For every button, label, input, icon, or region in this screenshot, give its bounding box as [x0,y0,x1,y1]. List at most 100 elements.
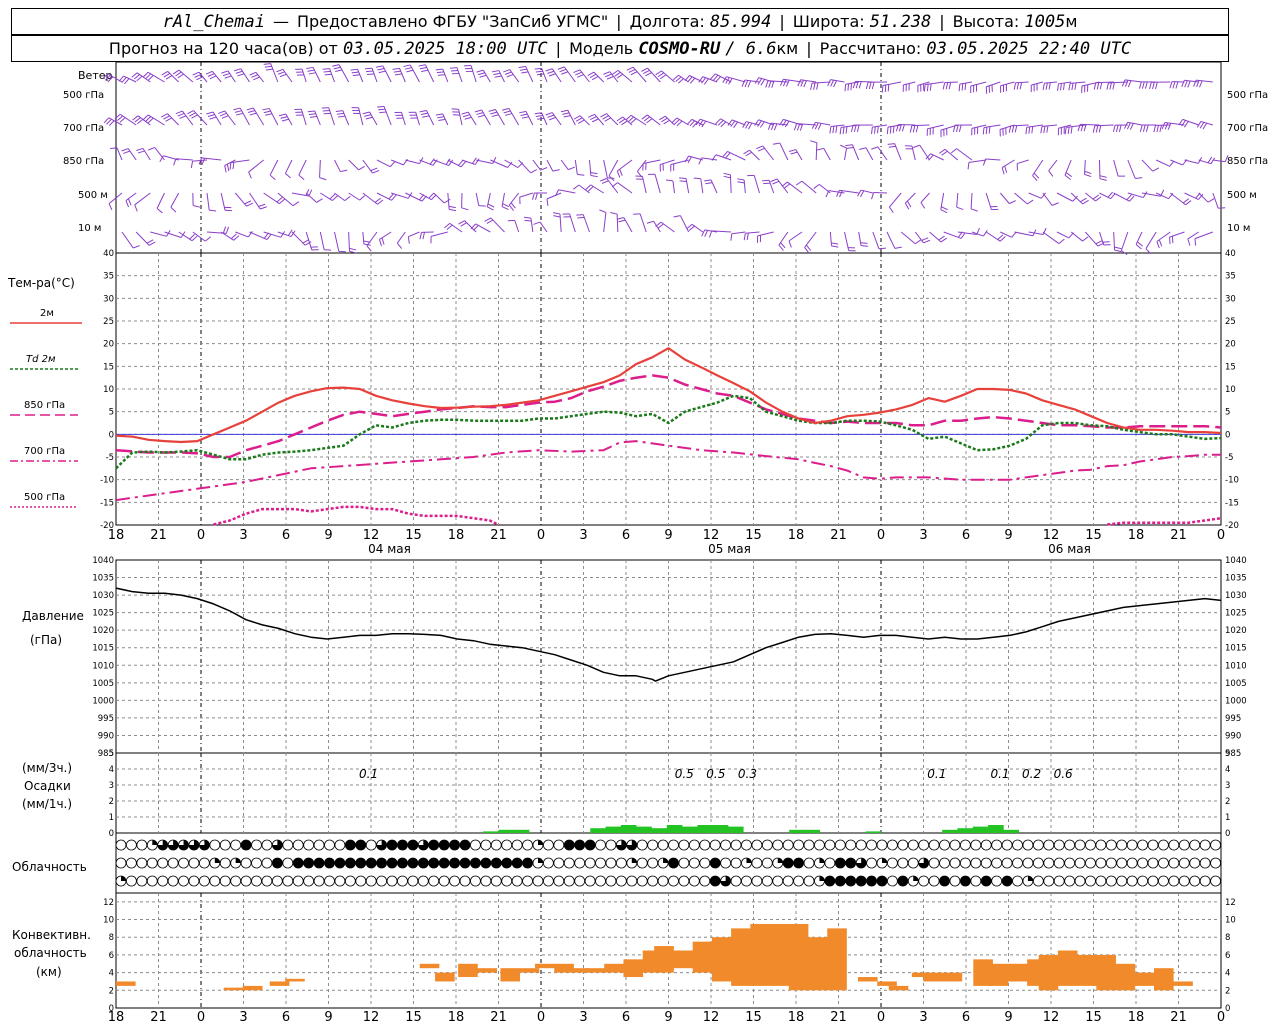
cloud-title: Облачность [12,860,87,874]
wind-barb-flag [106,118,112,125]
wind-barb-flag [655,221,662,227]
cloud-cover-fill [178,840,189,850]
wind-barb [700,178,704,194]
wind-barb-flag [133,245,140,249]
wind-barb [150,231,167,237]
x-tick-label-bottom: 12 [1043,1010,1060,1024]
cloud-cover-circle [397,857,408,869]
wind-barb [135,231,150,246]
wind-barb-flag [276,197,283,203]
wind-barb [753,175,760,194]
wind-barb-flag [1152,82,1155,90]
precip-bar [988,825,1004,833]
wind-barb-flag [491,114,499,118]
wind-barb-flag [817,123,822,130]
wind-barb-flag [940,209,948,214]
x-tick-label-bottom: 0 [877,1010,885,1024]
x-tick-label-temp: 18 [108,528,125,543]
wind-barb [925,81,944,86]
precip-amount-label: 0.5 [675,767,694,781]
wind-barb-flag [540,167,548,171]
wind-barb [334,192,346,202]
wind-barb [930,153,944,161]
wind-barb-flag [568,166,576,171]
wind-barb-flag [1135,177,1143,179]
cloud-cover-circle [292,875,304,887]
cloud-cover-circle [449,839,460,851]
wind-barb-flag [226,164,230,172]
cloud-cover-circle [219,839,231,851]
cloud-cover-circle [615,875,627,887]
wind-barb [1198,192,1209,203]
cloud-cover-circle [522,857,533,869]
cloud-cover-circle [1137,839,1149,851]
wind-barb [320,192,333,201]
wind-barb-flag [246,202,254,207]
cloud-cover-circle [386,839,398,851]
cloud-cover-circle [1043,839,1055,851]
cloud-cover-fill [746,858,752,863]
wind-barb [616,214,619,233]
wind-barb [405,159,420,165]
wind-barb-flag [827,79,832,87]
wind-barb-flag [901,124,905,132]
wind-barb [679,215,690,233]
wind-barb-flag [393,70,401,73]
wind-barb-flag [600,113,607,118]
wind-barb [235,231,249,238]
cloud-cover-circle [761,839,773,851]
wind-barb-flag [844,84,847,92]
cloud-cover-circle [824,839,836,851]
cloud-cover-circle [428,875,440,887]
wind-barb [220,231,235,241]
wind-barb-flag [915,125,919,133]
wind-barb [334,231,340,252]
wind-barb-flag [518,65,526,69]
wind-barb [541,112,548,126]
wind-barb-flag [839,190,843,198]
cloud-cover-circle [1095,857,1107,869]
cloud-cover-circle [543,875,554,887]
wind-barb-flag [229,162,232,170]
wind-barb-flag [175,110,183,115]
pressure-tick-right: 1025 [1225,609,1247,619]
wind-barb-flag [460,161,467,168]
cloud-cover-circle [1074,839,1086,851]
cloud-cover-circle [1137,857,1149,869]
wind-barb [519,192,533,198]
wind-barb-flag [364,114,372,117]
wind-barb-flag [814,122,819,130]
cloud-cover-circle [897,875,909,887]
wind-barb-flag [1080,124,1084,132]
wind-barb-flag [125,200,130,208]
cloud-cover-fill [537,840,543,845]
cloud-cover-circle [824,875,836,887]
cloud-cover-circle [595,875,606,887]
wind-barb-flag [1127,80,1132,88]
wind-barb-flag [448,159,454,166]
convective-bar [769,923,790,986]
cloud-cover-circle [146,875,158,887]
wind-barb-flag [767,122,772,130]
wind-barb-flag [850,125,854,133]
wind-barb-flag [921,237,929,241]
wind-barb-flag [618,219,626,223]
cloud-cover-circle [876,875,888,887]
wind-barb [125,192,137,201]
precip-bar [957,828,974,833]
wind-barb-flag [264,65,272,68]
wind-barb-flag [970,208,978,212]
cloud-cover-circle [1053,857,1065,869]
wind-barb-flag [779,119,784,126]
cloud-cover-circle [1147,857,1159,869]
wind-barb-flag [1121,79,1126,87]
wind-barb-flag [1126,194,1132,201]
wind-barb-flag [523,216,532,219]
wind-barb-flag [925,153,931,160]
wind-barb [685,178,690,194]
wind-barb-flag [474,109,482,113]
cloud-cover-circle [772,875,784,887]
wind-barb-flag [505,113,513,116]
wind-barb [442,68,449,83]
wind-barb-flag [871,82,875,90]
